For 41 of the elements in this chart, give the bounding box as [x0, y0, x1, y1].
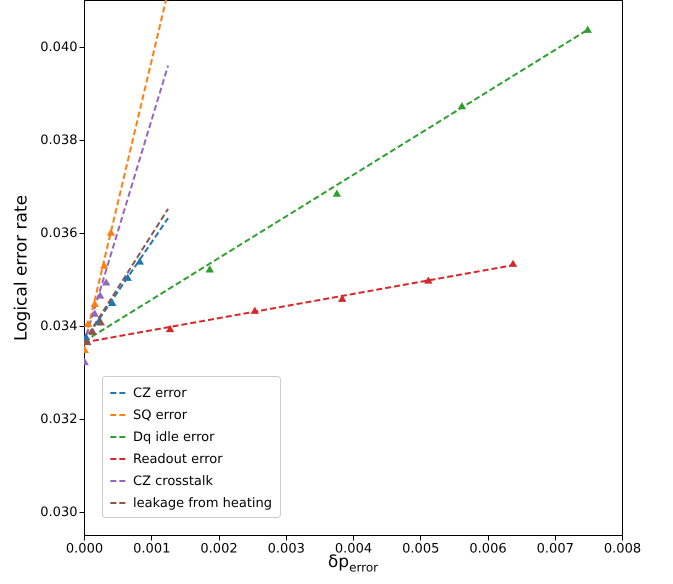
point: [136, 257, 144, 265]
x-tick-label: 0.005: [402, 542, 440, 556]
point: [458, 102, 466, 110]
point: [584, 26, 592, 33]
legend-label: Dq idle error: [133, 430, 216, 445]
point: [88, 328, 97, 335]
legend-label: CZ crosstalk: [133, 474, 214, 489]
x-tick-label: 0.002: [200, 542, 238, 556]
point: [84, 338, 92, 346]
point: [106, 228, 116, 236]
x-tick-label: 0.008: [604, 542, 642, 556]
x-tick-label: 0.000: [66, 542, 104, 556]
point: [96, 291, 104, 299]
legend-label: leakage from heating: [133, 496, 272, 511]
point: [84, 320, 92, 327]
point: [206, 265, 214, 273]
legend-label: SQ error: [133, 408, 188, 423]
point: [102, 278, 110, 286]
legend-label: CZ error: [133, 386, 188, 401]
point: [332, 189, 342, 197]
legend-label: Readout error: [133, 452, 224, 467]
point: [424, 276, 433, 284]
y-tick-label: 0.038: [40, 133, 78, 148]
point: [338, 294, 346, 302]
y-tick-label: 0.036: [40, 226, 78, 242]
point: [108, 298, 116, 306]
x-tick-label: 0.001: [133, 542, 170, 556]
y-tick-label: 0.032: [40, 412, 78, 428]
point: [166, 324, 174, 332]
point: [124, 274, 132, 281]
point: [100, 262, 108, 269]
y-tick-label: 0.034: [40, 319, 78, 334]
point: [90, 309, 99, 317]
x-tick-label: 0.007: [536, 542, 574, 556]
y-tick-label: 0.040: [40, 40, 78, 56]
x-tick-label: 0.003: [268, 542, 305, 556]
point: [508, 260, 518, 267]
y-axis-title: Logical error rate: [11, 194, 32, 342]
y-tick-label: 0.030: [40, 505, 78, 520]
point: [250, 306, 259, 314]
x-tick-label: 0.006: [469, 542, 507, 556]
